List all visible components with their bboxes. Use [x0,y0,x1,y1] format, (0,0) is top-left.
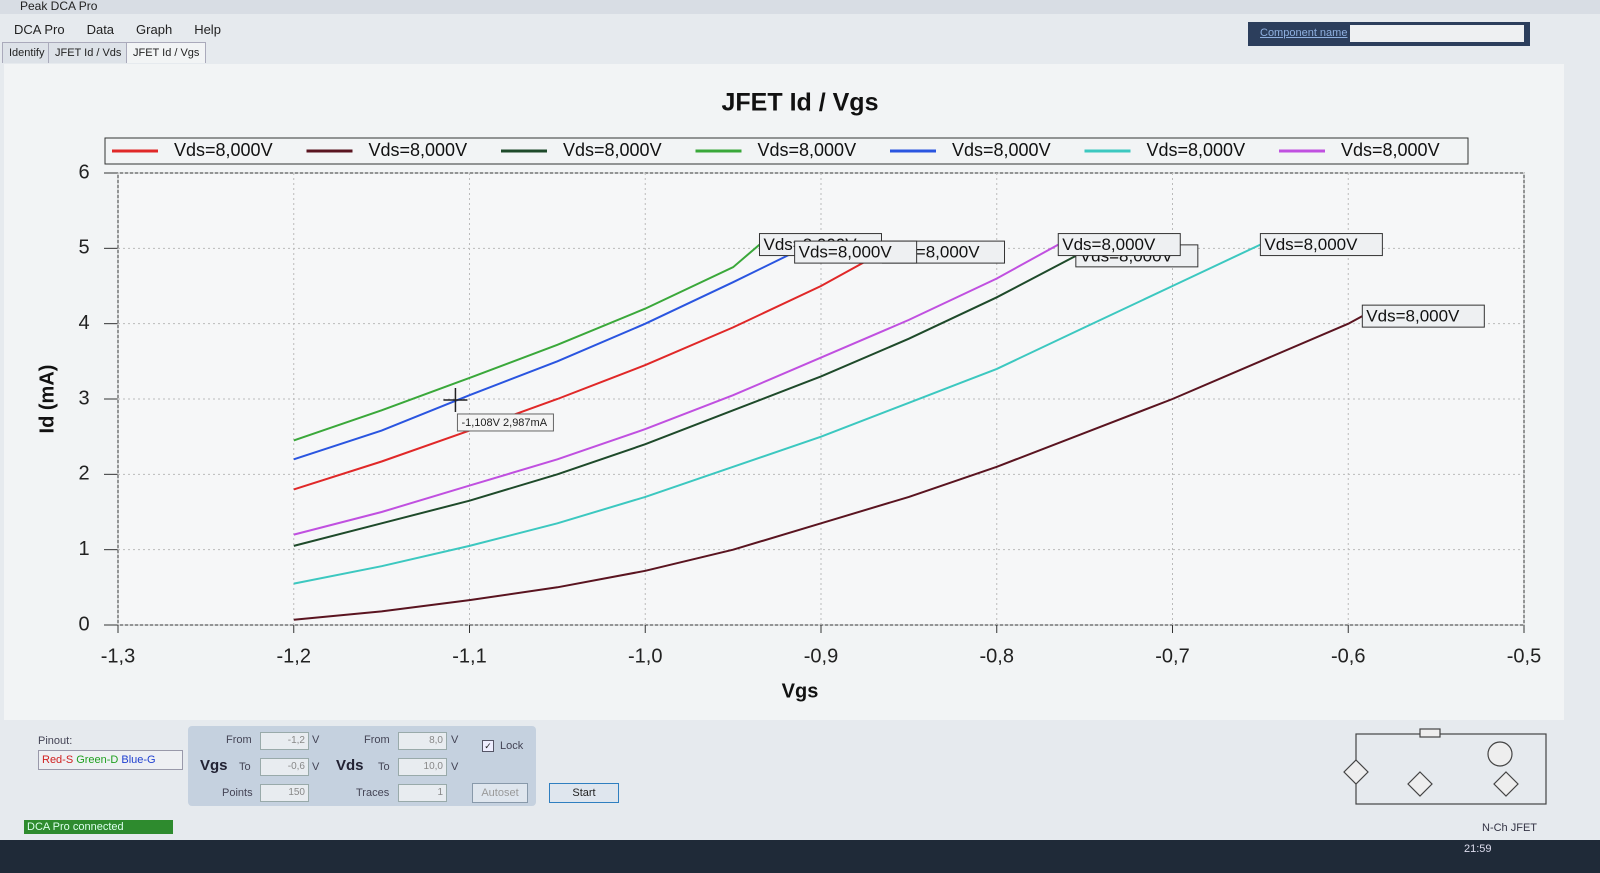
pinout-part: Blue-G [121,754,156,766]
circuit-diagram [1343,728,1547,805]
clock: 21:59 [1464,843,1492,855]
series-end-label: Vds=8,000V [1062,235,1156,254]
x-tick-label: -0,7 [1155,645,1189,667]
vds-to-label: To [378,761,390,773]
window-title: Peak DCA Pro [20,0,98,13]
tab[interactable]: Identify [2,42,52,63]
data-line [293,243,761,442]
data-line [293,243,1261,585]
tab[interactable]: JFET Id / Vgs [126,42,207,63]
vgs-label: Vgs [200,757,228,774]
autoset-button[interactable]: Autoset [472,783,528,803]
x-tick-label: -0,6 [1331,645,1365,667]
legend-label: Vds=8,000V [758,140,857,160]
traces-input[interactable]: 1 [398,784,447,802]
vgs-to-label: To [239,761,251,773]
x-tick-label: -1,2 [277,645,311,667]
vds-label: Vds [336,757,364,774]
menu-item[interactable]: DCA Pro [14,22,65,37]
pinout-part: Red-S [42,754,74,766]
legend-label: Vds=8,000V [563,140,662,160]
chart-title: JFET Id / Vgs [722,89,879,117]
data-line [293,243,1059,536]
cursor-tooltip-box [456,413,554,432]
legend-label: Vds=8,000V [1147,140,1246,160]
x-tick-label: -0,5 [1507,645,1541,667]
series-end-label-box [1057,233,1181,257]
unit: V [312,734,320,746]
device-type: N-Ch JFET [1482,822,1537,834]
status-indicator: DCA Pro connected [24,820,173,834]
pinout-dropdown[interactable]: Red-S Green-D Blue-G [38,750,183,770]
y-tick-label: 5 [78,237,89,259]
legend-label: Vds=8,000V [174,140,273,160]
lock-label: Lock [500,740,524,752]
series-end-label: Vds=8,000V [1264,235,1358,254]
vgs-to-input[interactable]: -0,6 [260,758,309,776]
y-tick-label: 2 [78,463,89,485]
points-input[interactable]: 150 [260,784,309,802]
series-end-label-box [1259,233,1383,257]
menu-item[interactable]: Graph [136,22,173,37]
component-name-panel: Component name [1248,22,1530,46]
vds-from-input[interactable]: 8,0 [398,732,447,750]
chart: JFET Id / Vgs Vgs Id (mA) 0 1 2 3 4 5 6 -1,3 -1,… [36,89,1541,703]
x-tick-label: -0,8 [980,645,1014,667]
vgs-from-label: From [226,734,252,746]
unit: V [451,734,459,746]
data-line [293,251,796,461]
points-label: Points [222,787,253,799]
series-end-label-box [794,240,918,264]
unit: V [312,761,320,773]
x-tick-label: -1,1 [452,645,486,667]
y-tick-label: 3 [78,387,89,409]
x-tick-label: -1,3 [101,645,135,667]
start-button[interactable]: Start [549,783,619,803]
series-end-label-box [1361,304,1485,328]
legend-label: Vds=8,000V [952,140,1051,160]
component-name-label: Component name [1260,27,1348,39]
y-tick-label: 6 [78,161,89,183]
menu-item[interactable]: Help [194,22,221,37]
lock-checkbox[interactable]: ✓ [482,740,494,752]
x-tick-label: -0,9 [804,645,838,667]
x-axis-label: Vgs [782,680,819,702]
title-bar: Peak DCA Pro [0,0,1600,14]
legend-box [104,137,1469,165]
sweep-panel: From -1,2 V Vgs To -0,6 V Points 150 Fro… [188,726,536,806]
taskbar: 21:59 [0,840,1600,873]
tab-bar: Identify JFET Id / Vds JFET Id / Vgs [2,42,602,64]
y-tick-label: 0 [78,613,89,635]
data-line [293,251,883,491]
vgs-from-input[interactable]: -1,2 [260,732,309,750]
vds-from-label: From [364,734,390,746]
menu-bar: DCA Pro Data Graph Help [14,21,243,39]
component-name-input[interactable] [1350,25,1524,42]
cursor-crosshair [443,387,468,412]
traces-label: Traces [356,787,390,799]
data-line [293,255,1077,547]
y-axis-label: Id (mA) [36,365,58,434]
pinout-label: Pinout: [38,735,73,747]
vds-to-input[interactable]: 10,0 [398,758,447,776]
series-end-label: Vds=8,000V [1366,307,1460,326]
cursor-tooltip: -1,108V 2,987mA [461,417,547,429]
legend-label: Vds=8,000V [369,140,468,160]
pinout-part: Green-D [76,754,119,766]
data-line [293,315,1363,621]
y-tick-label: 4 [78,312,89,334]
legend-label: Vds=8,000V [1341,140,1440,160]
x-tick-label: -1,0 [628,645,662,667]
series-end-label: Vds=8,000V [799,243,893,262]
y-tick-label: 1 [78,538,89,560]
menu-item[interactable]: Data [86,22,115,37]
unit: V [451,761,459,773]
